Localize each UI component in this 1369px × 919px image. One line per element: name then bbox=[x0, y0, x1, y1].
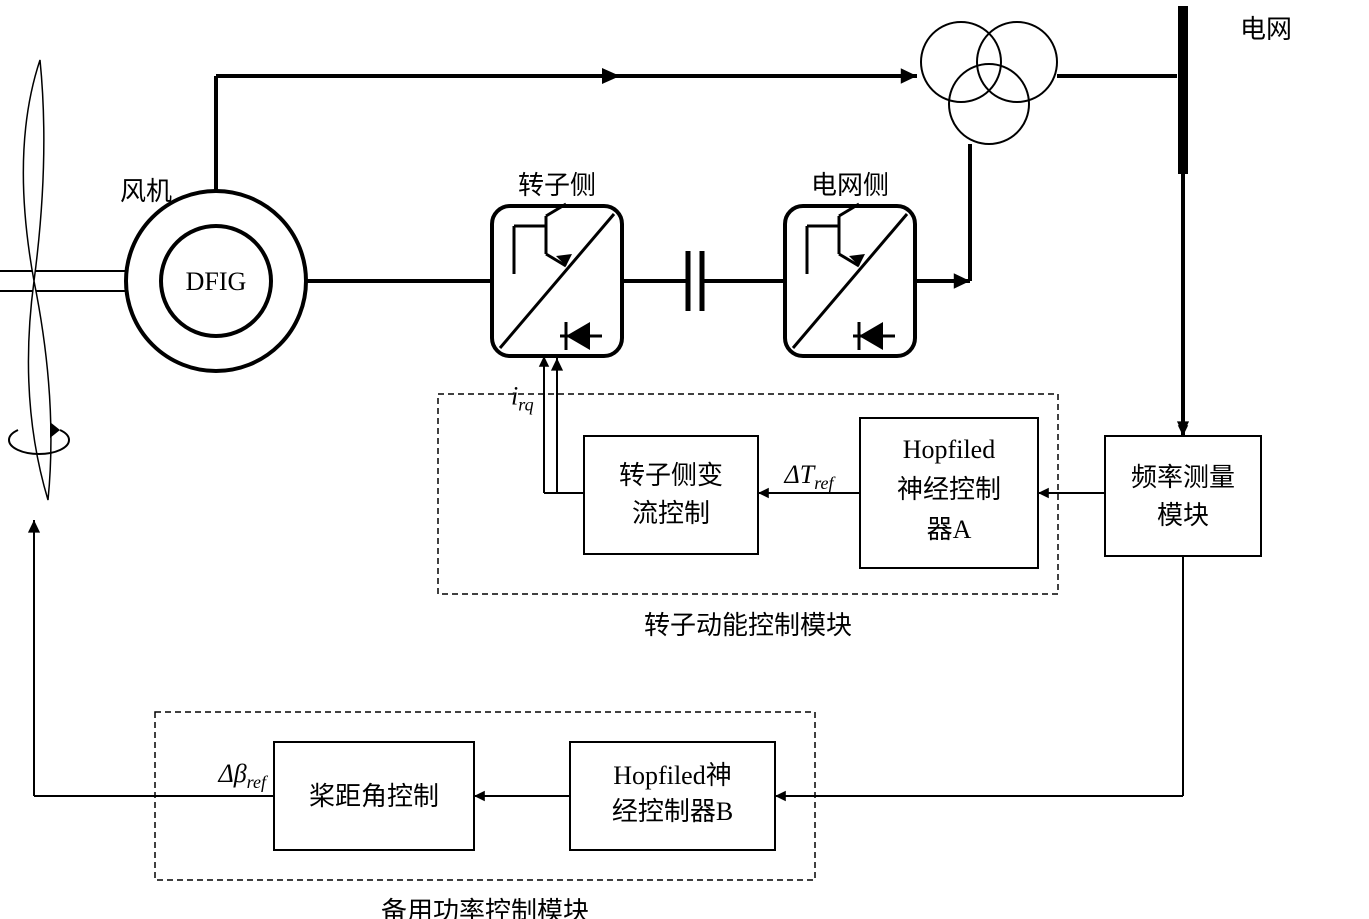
reserve-power-label: 备用功率控制模块 bbox=[381, 897, 589, 919]
transformer-symbol bbox=[921, 22, 1057, 144]
grid-side-converter bbox=[785, 204, 915, 356]
hopfield-a-l3: 器A bbox=[927, 515, 972, 544]
hopfield-b-l1: Hopfiled神 bbox=[613, 761, 731, 790]
rsc-l2: 流控制 bbox=[632, 499, 710, 528]
hopfield-a-l1: Hopfiled bbox=[903, 435, 995, 464]
freq-measure-box bbox=[1105, 436, 1261, 556]
rotor-ke-label: 转子动能控制模块 bbox=[644, 611, 852, 640]
hopfield-b-box bbox=[570, 742, 775, 850]
rsc-control-box bbox=[584, 436, 758, 554]
delta-t-ref-label: ΔTref bbox=[783, 460, 836, 493]
hopfield-b-l2: 经控制器B bbox=[612, 797, 733, 826]
freq-measure-l1: 频率测量 bbox=[1131, 463, 1235, 492]
irq-label: irq bbox=[511, 382, 534, 415]
grid-side-label: 电网侧 bbox=[811, 171, 889, 200]
wind-turbine-icon bbox=[9, 60, 69, 500]
fan-label: 风机 bbox=[120, 177, 172, 206]
dfig-label: DFIG bbox=[186, 267, 247, 296]
freq-measure-l2: 模块 bbox=[1157, 501, 1209, 530]
rsc-l1: 转子侧变 bbox=[619, 461, 723, 490]
delta-beta-ref-label: Δβref bbox=[217, 759, 269, 792]
grid-label: 电网 bbox=[1240, 15, 1292, 44]
pitch-control-label: 桨距角控制 bbox=[309, 782, 439, 811]
rotor-side-label: 转子侧 bbox=[518, 171, 596, 200]
hopfield-a-l2: 神经控制 bbox=[897, 475, 1001, 504]
rotor-side-converter bbox=[492, 204, 622, 356]
